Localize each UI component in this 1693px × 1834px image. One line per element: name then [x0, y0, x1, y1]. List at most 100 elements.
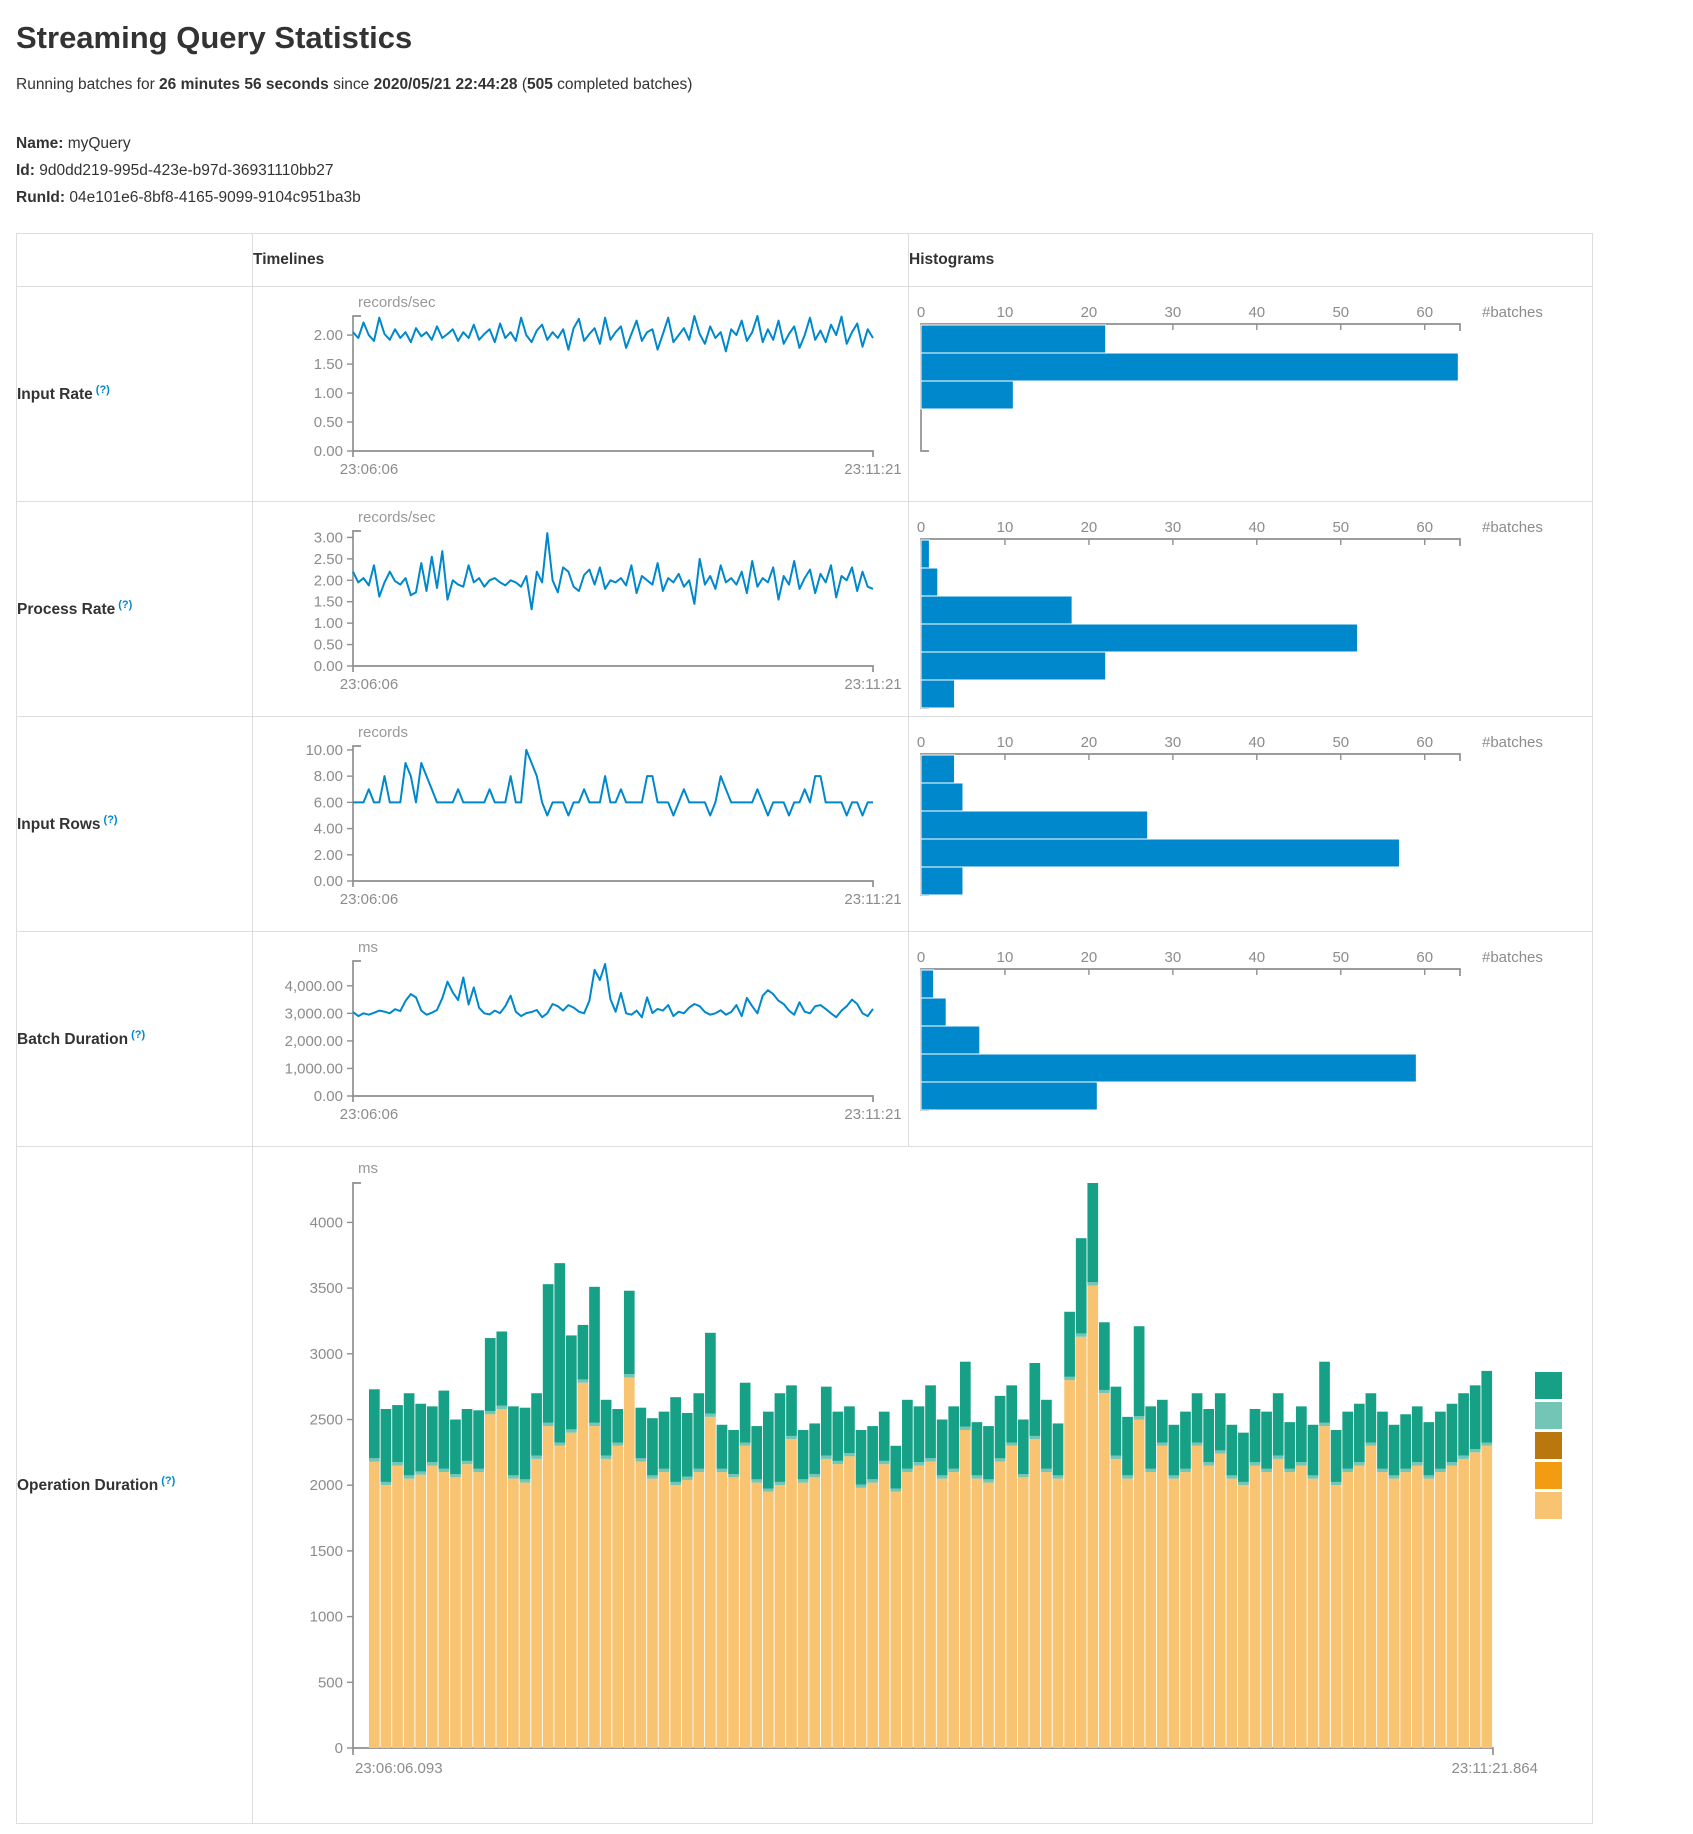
svg-text:60: 60 [1416, 304, 1433, 321]
svg-text:4,000.00: 4,000.00 [285, 978, 343, 995]
svg-text:23:11:21: 23:11:21 [844, 1106, 901, 1123]
input-rows-timeline-cell: records 10.00 8.00 6.00 4.00 2.00 0.00 23:06:06… [252, 716, 909, 932]
process-rate-label-cell: Process Rate (?) [16, 501, 253, 717]
svg-text:1500: 1500 [310, 1543, 343, 1560]
svg-text:23:06:06: 23:06:06 [340, 1106, 398, 1123]
name-label: Name: [16, 135, 64, 152]
process-rate-help-icon[interactable]: (?) [118, 598, 133, 611]
histograms-column-header: Histograms [908, 233, 1593, 287]
operation-duration-help-icon[interactable]: (?) [161, 1474, 176, 1487]
input-rate-timeline-cell: records/sec 2.00 1.50 1.00 0.50 0.00 23:06:06 2… [252, 286, 909, 502]
svg-text:30: 30 [1165, 734, 1182, 751]
svg-text:records: records [358, 724, 408, 741]
id-value: 9d0dd219-995d-423e-b97d-36931110bb27 [39, 162, 334, 179]
input-rate-label-cell: Input Rate (?) [16, 286, 253, 502]
batch-duration-label: Batch Duration [17, 1031, 129, 1049]
svg-text:4000: 4000 [310, 1214, 343, 1231]
id-label: Id: [16, 162, 35, 179]
svg-text:23:11:21: 23:11:21 [844, 676, 901, 693]
svg-text:0.00: 0.00 [314, 443, 343, 460]
svg-text:0.00: 0.00 [314, 1088, 343, 1105]
svg-text:1.00: 1.00 [314, 615, 343, 632]
svg-text:50: 50 [1332, 519, 1349, 536]
svg-text:0: 0 [335, 1740, 343, 1757]
svg-text:30: 30 [1165, 304, 1182, 321]
svg-text:40: 40 [1248, 734, 1265, 751]
process-rate-label: Process Rate [17, 601, 116, 619]
svg-text:30: 30 [1165, 519, 1182, 536]
input-rate-help-icon[interactable]: (?) [95, 383, 110, 396]
svg-text:30: 30 [1165, 949, 1182, 966]
svg-text:2,000.00: 2,000.00 [285, 1033, 343, 1050]
svg-text:#batches: #batches [1482, 519, 1543, 536]
svg-text:0.50: 0.50 [314, 637, 343, 654]
metric-row-batch-duration: Batch Duration (?) ms 4,000.00 3,000.00 2,00… [16, 931, 1593, 1147]
start-timestamp: 2020/05/21 22:44:28 [373, 76, 518, 93]
svg-text:40: 40 [1248, 519, 1265, 536]
metric-row-input-rate: Input Rate (?) records/sec 2.00 1.50 1.00 0.5… [16, 286, 1593, 502]
operation-duration-stacked-chart: ms 4000 3500 3000 2500 2000 1500 1000 500 0 23:06:… [253, 1147, 1592, 1823]
batch-duration-help-icon[interactable]: (?) [131, 1028, 146, 1041]
svg-text:50: 50 [1332, 304, 1349, 321]
input-rows-histogram-chart: 0 10 20 30 40 50 60 #batches [909, 717, 1592, 931]
svg-text:40: 40 [1248, 949, 1265, 966]
svg-text:8.00: 8.00 [314, 768, 343, 785]
completed-batches-count: 505 [526, 76, 553, 93]
svg-text:0: 0 [917, 304, 925, 321]
name-value: myQuery [67, 135, 131, 152]
process-rate-timeline-chart: records/sec 3.00 2.50 2.00 1.50 1.00 0.50 0.00 2… [253, 502, 908, 716]
summary-prefix: Running batches for [16, 76, 160, 93]
svg-text:20: 20 [1081, 519, 1098, 536]
svg-text:60: 60 [1416, 734, 1433, 751]
svg-text:0: 0 [917, 734, 925, 751]
input-rate-timeline-chart: records/sec 2.00 1.50 1.00 0.50 0.00 23:06:06 2… [253, 287, 908, 501]
svg-text:60: 60 [1416, 949, 1433, 966]
svg-text:60: 60 [1416, 519, 1433, 536]
svg-text:20: 20 [1081, 304, 1098, 321]
svg-text:50: 50 [1332, 734, 1349, 751]
svg-text:2000: 2000 [310, 1477, 343, 1494]
input-rows-timeline-chart: records 10.00 8.00 6.00 4.00 2.00 0.00 23:06:06… [253, 717, 908, 931]
svg-text:10.00: 10.00 [305, 742, 343, 759]
metric-row-process-rate: Process Rate (?) records/sec 3.00 2.50 2.00 1… [16, 501, 1593, 717]
query-id-line: Id: 9d0dd219-995d-423e-b97d-36931110bb27 [16, 157, 1676, 184]
svg-text:#batches: #batches [1482, 304, 1543, 321]
operation-duration-label-cell: Operation Duration (?) [16, 1146, 253, 1824]
svg-text:23:11:21: 23:11:21 [844, 891, 901, 908]
running-batches-summary: Running batches for 26 minutes 56 second… [16, 76, 1676, 94]
table-header-row: Timelines Histograms [16, 233, 1593, 287]
process-rate-histogram-chart: 0 10 20 30 40 50 60 #batches [909, 502, 1592, 716]
svg-text:0.50: 0.50 [314, 414, 343, 431]
svg-text:6.00: 6.00 [314, 794, 343, 811]
input-rows-help-icon[interactable]: (?) [103, 813, 118, 826]
since-word: since [328, 76, 374, 93]
svg-text:0: 0 [917, 519, 925, 536]
svg-text:1.50: 1.50 [314, 356, 343, 373]
operation-duration-chart-cell: ms 4000 3500 3000 2500 2000 1500 1000 500 0 23:06:… [252, 1146, 1593, 1824]
svg-text:2.00: 2.00 [314, 847, 343, 864]
input-rows-label: Input Rows [17, 816, 101, 834]
svg-text:0.00: 0.00 [314, 658, 343, 675]
svg-text:1000: 1000 [310, 1609, 343, 1626]
batches-suffix: completed batches) [552, 76, 693, 93]
batch-duration-histogram-chart: 0 10 20 30 40 50 60 #batches [909, 932, 1592, 1146]
metric-row-operation-duration: Operation Duration (?) ms 4000 3500 3000 2500… [16, 1146, 1593, 1824]
svg-text:3.00: 3.00 [314, 529, 343, 546]
corner-header-cell [16, 233, 253, 287]
timelines-column-header: Timelines [252, 233, 909, 287]
input-rows-histogram-cell: 0 10 20 30 40 50 60 #batches [908, 716, 1593, 932]
svg-text:40: 40 [1248, 304, 1265, 321]
svg-text:1.50: 1.50 [314, 594, 343, 611]
svg-text:#batches: #batches [1482, 734, 1543, 751]
process-rate-histogram-cell: 0 10 20 30 40 50 60 #batches [908, 501, 1593, 717]
operation-duration-label: Operation Duration [17, 1477, 159, 1495]
input-rows-label-cell: Input Rows (?) [16, 716, 253, 932]
svg-text:500: 500 [318, 1674, 343, 1691]
svg-text:50: 50 [1332, 949, 1349, 966]
svg-text:23:06:06: 23:06:06 [340, 461, 398, 478]
batch-duration-timeline-chart: ms 4,000.00 3,000.00 2,000.00 1,000.00 0.00 23… [253, 932, 908, 1146]
svg-text:#batches: #batches [1482, 949, 1543, 966]
svg-text:23:11:21: 23:11:21 [844, 461, 901, 478]
svg-text:23:06:06: 23:06:06 [340, 676, 398, 693]
